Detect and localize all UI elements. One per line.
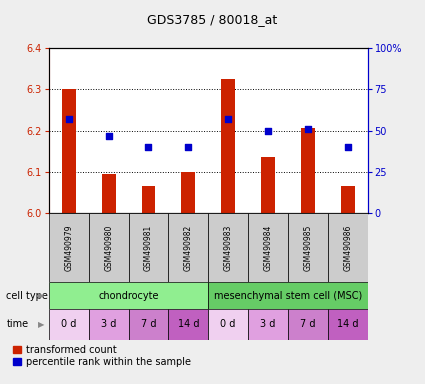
Point <box>185 144 192 150</box>
Bar <box>89 309 128 340</box>
Bar <box>301 129 315 213</box>
Point <box>105 132 112 139</box>
Text: GSM490980: GSM490980 <box>104 225 113 271</box>
Text: GSM490984: GSM490984 <box>264 225 272 271</box>
Text: GSM490985: GSM490985 <box>303 225 312 271</box>
Point <box>145 144 152 150</box>
Text: 3 d: 3 d <box>261 319 276 329</box>
Bar <box>328 213 368 282</box>
Bar <box>261 157 275 213</box>
Text: GSM490982: GSM490982 <box>184 225 193 271</box>
Point <box>225 116 232 122</box>
Bar <box>221 79 235 213</box>
Bar <box>128 213 168 282</box>
Bar <box>288 213 328 282</box>
Text: ▶: ▶ <box>38 291 45 300</box>
Text: chondrocyte: chondrocyte <box>98 291 159 301</box>
Bar <box>208 282 368 309</box>
Bar <box>49 282 208 309</box>
Bar <box>288 309 328 340</box>
Text: 0 d: 0 d <box>61 319 76 329</box>
Bar <box>142 186 156 213</box>
Bar <box>248 309 288 340</box>
Bar <box>181 172 196 213</box>
Text: GSM490983: GSM490983 <box>224 225 232 271</box>
Bar <box>62 89 76 213</box>
Text: cell type: cell type <box>6 291 48 301</box>
Bar <box>49 213 89 282</box>
Legend: transformed count, percentile rank within the sample: transformed count, percentile rank withi… <box>13 345 191 367</box>
Bar <box>168 309 208 340</box>
Text: mesenchymal stem cell (MSC): mesenchymal stem cell (MSC) <box>214 291 362 301</box>
Text: GDS3785 / 80018_at: GDS3785 / 80018_at <box>147 13 278 26</box>
Text: 14 d: 14 d <box>337 319 358 329</box>
Bar <box>89 213 128 282</box>
Bar <box>248 213 288 282</box>
Text: 3 d: 3 d <box>101 319 116 329</box>
Text: 7 d: 7 d <box>141 319 156 329</box>
Text: GSM490979: GSM490979 <box>64 224 73 271</box>
Point <box>265 127 272 134</box>
Point <box>344 144 351 150</box>
Bar <box>49 309 89 340</box>
Bar <box>208 309 248 340</box>
Point <box>304 126 311 132</box>
Bar <box>128 309 168 340</box>
Point <box>65 116 72 122</box>
Text: ▶: ▶ <box>38 320 45 329</box>
Text: 7 d: 7 d <box>300 319 316 329</box>
Text: 14 d: 14 d <box>178 319 199 329</box>
Text: 0 d: 0 d <box>221 319 236 329</box>
Text: GSM490981: GSM490981 <box>144 225 153 271</box>
Bar <box>328 309 368 340</box>
Text: time: time <box>6 319 28 329</box>
Text: GSM490986: GSM490986 <box>343 225 352 271</box>
Bar <box>102 174 116 213</box>
Bar <box>208 213 248 282</box>
Bar <box>168 213 208 282</box>
Bar <box>341 186 355 213</box>
